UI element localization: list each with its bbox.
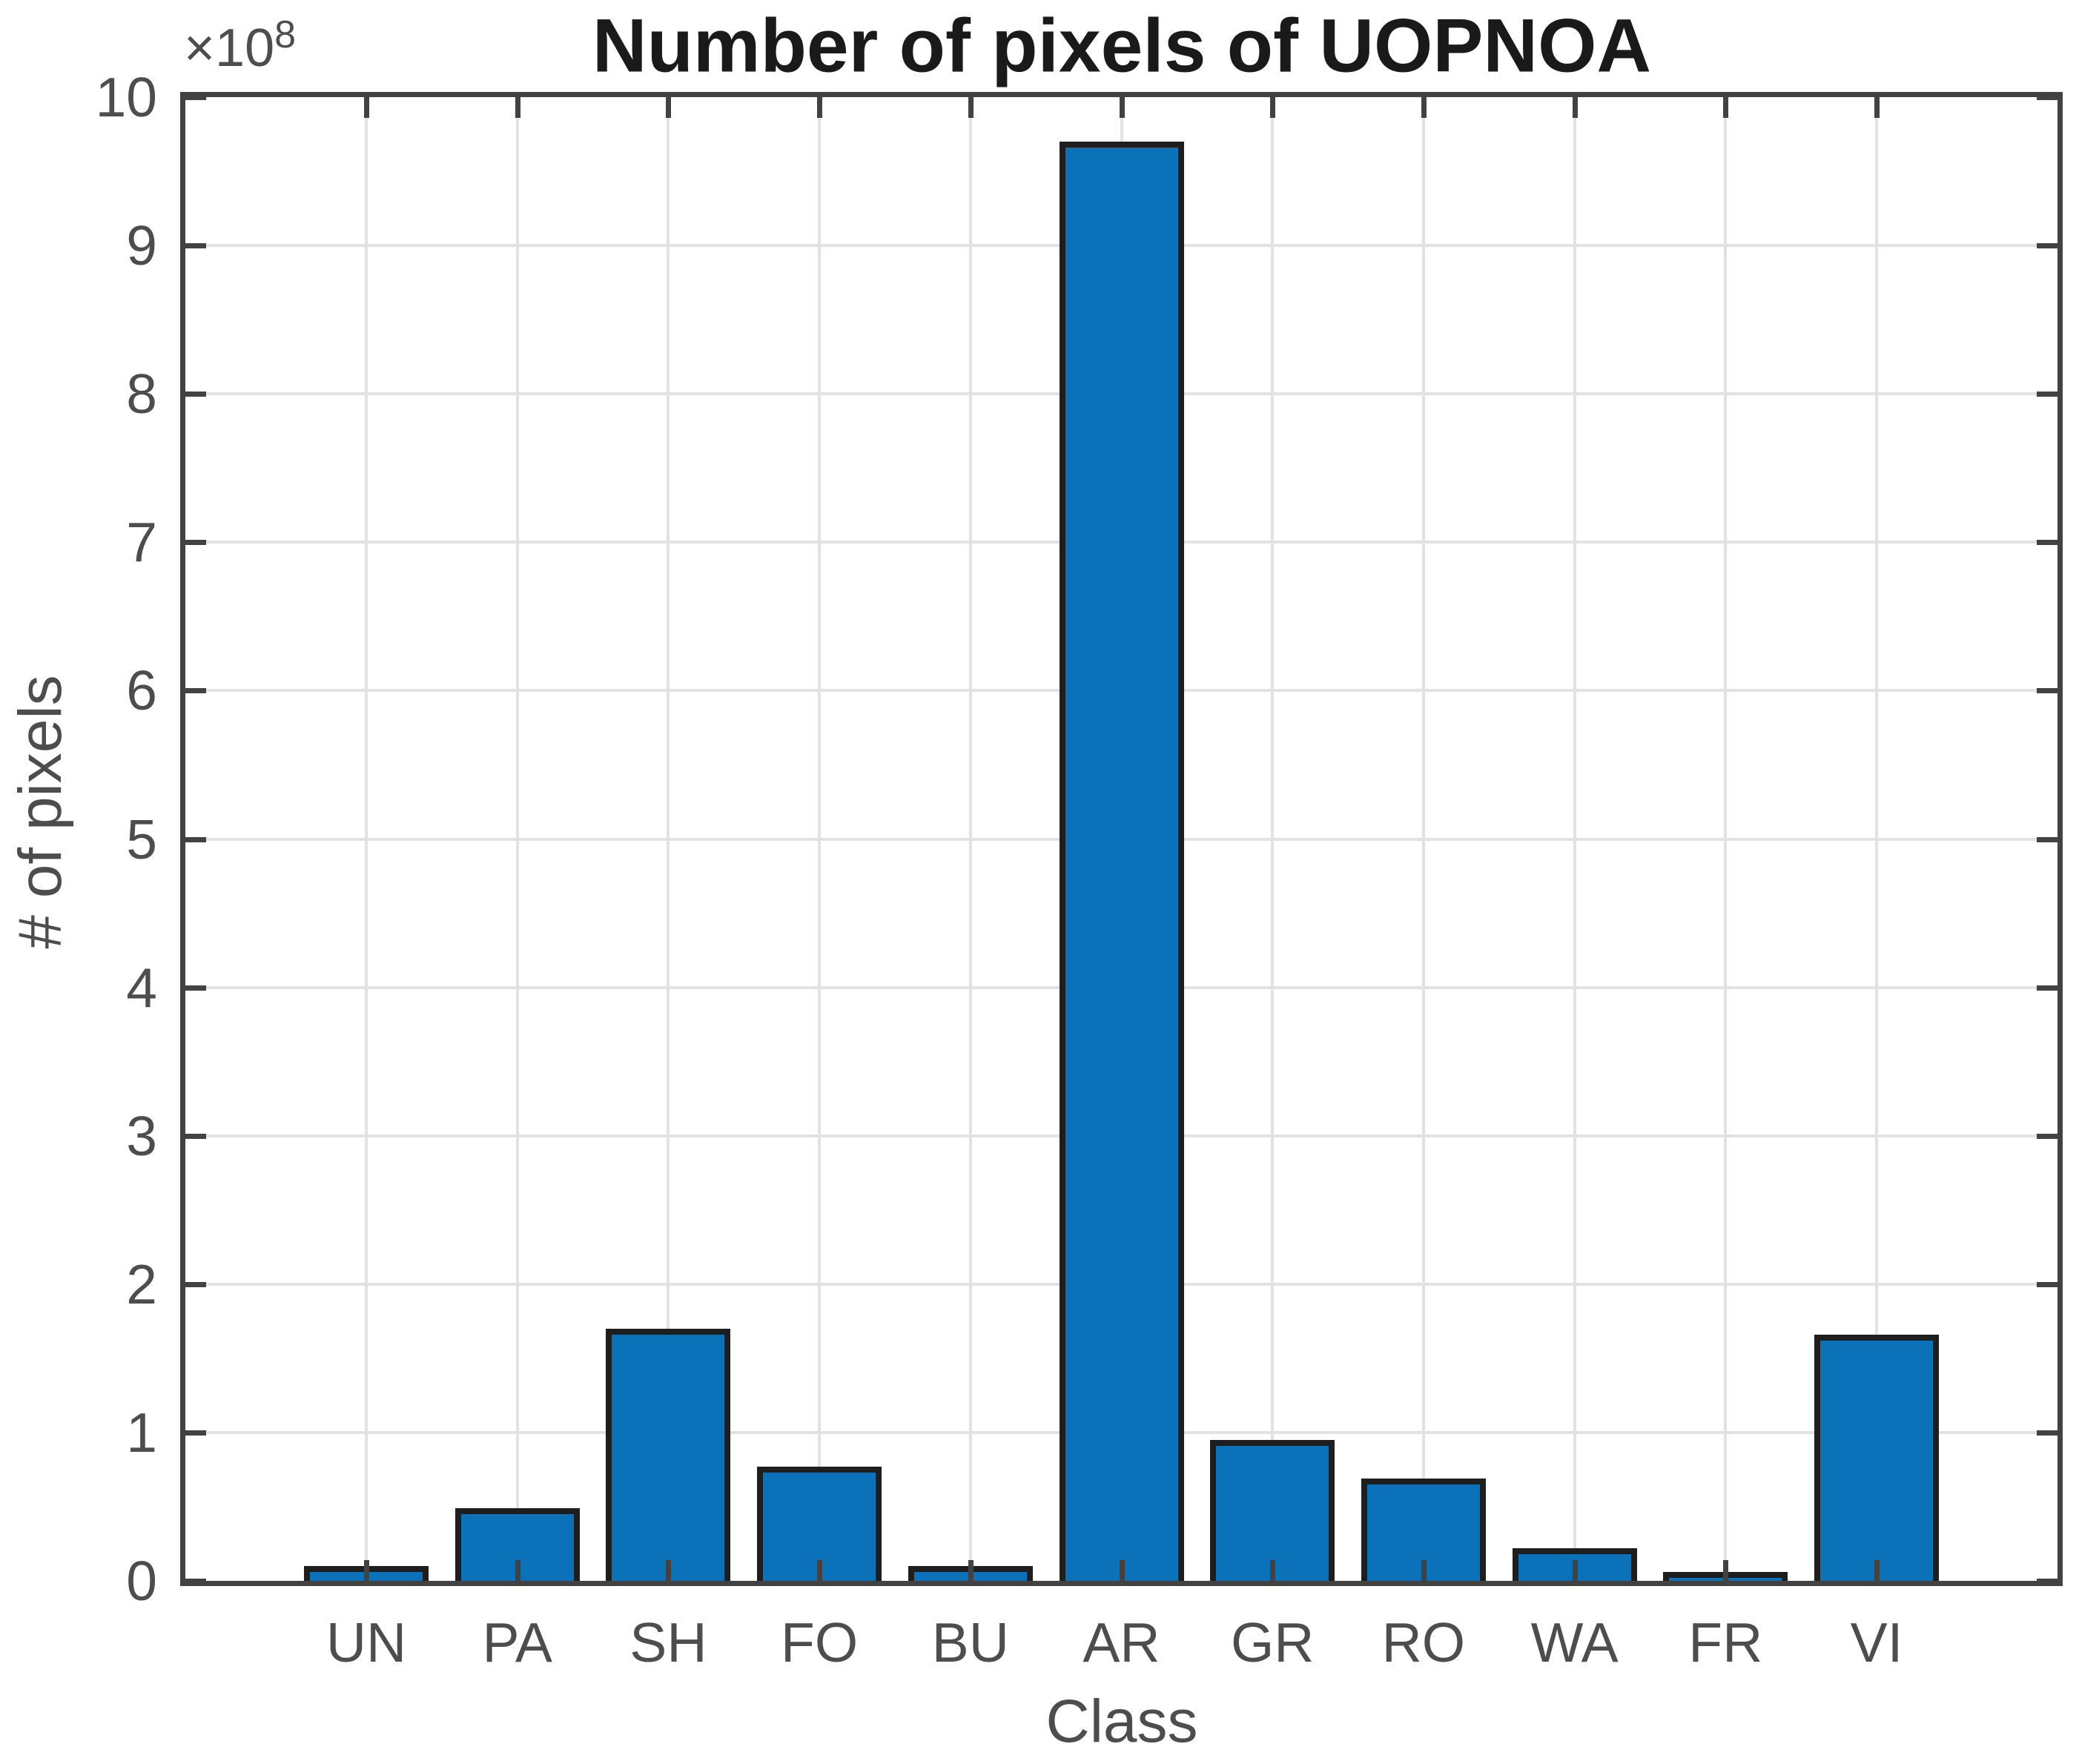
y-tick-label-8: 8 (126, 363, 157, 426)
y-tick-mark-left (185, 1579, 206, 1584)
y-tick-mark-right (2037, 985, 2057, 991)
x-tick-label-un: UN (325, 1611, 407, 1674)
x-tick-mark-bottom (666, 1560, 672, 1581)
y-axis-exponent-power: 8 (274, 13, 297, 56)
x-axis-label: Class (1045, 1688, 1198, 1755)
x-tick-mark-bottom (1572, 1560, 1578, 1581)
y-tick-mark-left (185, 243, 206, 249)
x-tick-mark-bottom (1270, 1560, 1276, 1581)
y-tick-label-1: 1 (126, 1401, 157, 1464)
plot-area (180, 92, 2063, 1586)
y-tick-label-4: 4 (126, 956, 157, 1019)
gridline-x-fo (818, 97, 822, 1581)
y-tick-mark-right (2037, 392, 2057, 397)
gridline-x-ro (1421, 97, 1425, 1581)
y-tick-mark-right (2037, 688, 2057, 694)
gridline-x-wa (1573, 97, 1576, 1581)
x-tick-label-vi: VI (1850, 1611, 1903, 1674)
y-tick-mark-right (2037, 1133, 2057, 1139)
x-tick-label-fo: FO (781, 1611, 859, 1674)
bar-vi (1814, 1334, 1939, 1581)
gridline-x-bu (968, 97, 972, 1581)
gridline-x-sh (667, 97, 670, 1581)
y-tick-label-7: 7 (126, 511, 157, 574)
x-tick-mark-top (364, 97, 369, 118)
y-tick-mark-left (185, 836, 206, 842)
x-tick-mark-top (1421, 97, 1427, 118)
x-tick-mark-top (1874, 97, 1880, 118)
y-axis-exponent-base: ×10 (184, 19, 275, 78)
y-tick-label-2: 2 (126, 1252, 157, 1315)
y-tick-label-10: 10 (95, 66, 157, 128)
x-tick-mark-bottom (1421, 1560, 1427, 1581)
x-tick-mark-bottom (968, 1560, 974, 1581)
x-tick-label-sh: SH (629, 1611, 707, 1674)
gridline-x-vi (1875, 97, 1878, 1581)
x-tick-mark-bottom (1874, 1560, 1880, 1581)
x-tick-mark-bottom (1119, 1560, 1125, 1581)
x-tick-label-pa: PA (482, 1611, 552, 1674)
y-tick-mark-left (185, 688, 206, 694)
y-tick-mark-left (185, 540, 206, 546)
y-tick-mark-right (2037, 243, 2057, 249)
x-tick-mark-top (515, 97, 520, 118)
y-tick-label-9: 9 (126, 214, 157, 277)
x-tick-label-ro: RO (1381, 1611, 1466, 1674)
y-tick-mark-left (185, 392, 206, 397)
y-tick-label-3: 3 (126, 1104, 157, 1167)
y-tick-label-5: 5 (126, 807, 157, 871)
y-tick-mark-right (2037, 95, 2057, 100)
y-tick-mark-left (185, 1133, 206, 1139)
y-tick-mark-right (2037, 836, 2057, 842)
bar-sh (606, 1328, 731, 1581)
gridline-x-un (365, 97, 368, 1581)
y-tick-mark-left (185, 1281, 206, 1287)
x-tick-mark-bottom (1723, 1560, 1729, 1581)
x-tick-mark-top (1270, 97, 1276, 118)
x-tick-mark-bottom (364, 1560, 369, 1581)
x-tick-mark-bottom (817, 1560, 823, 1581)
gridline-x-fr (1724, 97, 1728, 1581)
gridline-x-pa (515, 97, 519, 1581)
x-tick-label-wa: WA (1530, 1611, 1619, 1674)
y-tick-label-0: 0 (126, 1550, 157, 1612)
x-tick-mark-top (1119, 97, 1125, 118)
x-tick-label-gr: GR (1230, 1611, 1315, 1674)
bar-ar (1059, 142, 1184, 1581)
y-axis-label: # of pixels (7, 675, 74, 949)
y-tick-mark-right (2037, 1281, 2057, 1287)
y-tick-mark-left (185, 95, 206, 100)
y-tick-mark-left (185, 1430, 206, 1436)
y-tick-mark-right (2037, 540, 2057, 546)
x-tick-label-ar: AR (1083, 1611, 1160, 1674)
chart-title: Number of pixels of UOPNOA (592, 3, 1652, 88)
x-tick-mark-bottom (515, 1560, 520, 1581)
gridline-x-gr (1271, 97, 1275, 1581)
y-tick-mark-right (2037, 1579, 2057, 1584)
x-tick-mark-top (1572, 97, 1578, 118)
x-tick-mark-top (666, 97, 672, 118)
x-tick-mark-top (817, 97, 823, 118)
x-tick-mark-top (968, 97, 974, 118)
x-tick-label-fr: FR (1688, 1611, 1763, 1674)
x-tick-label-bu: BU (931, 1611, 1009, 1674)
bar-gr (1210, 1439, 1335, 1581)
y-tick-mark-left (185, 985, 206, 991)
y-tick-label-6: 6 (126, 659, 157, 722)
x-tick-mark-top (1723, 97, 1729, 118)
y-tick-mark-right (2037, 1430, 2057, 1436)
y-axis-exponent-label: ×108 (184, 16, 296, 79)
